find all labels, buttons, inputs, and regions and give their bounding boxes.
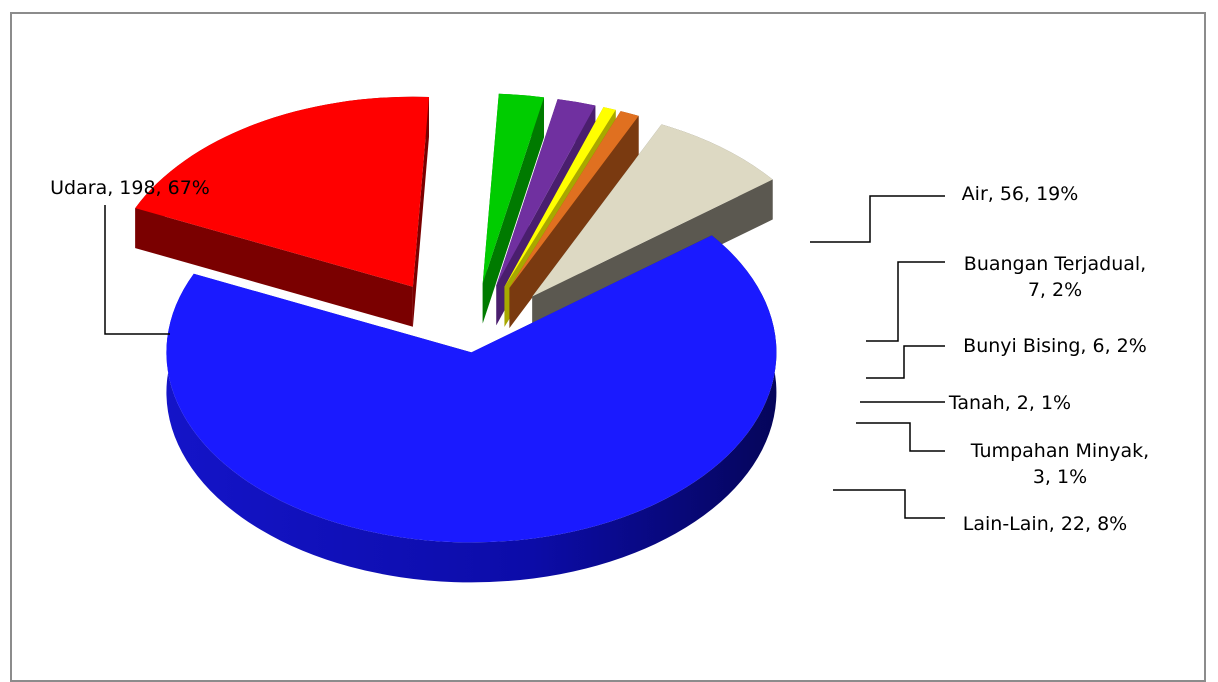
data-label-line: 7, 2% — [1028, 279, 1082, 301]
slice-lain-lain — [532, 124, 773, 297]
slice-tumpahan-minyak — [509, 111, 639, 289]
data-label-line: Udara, 198, 67% — [50, 177, 210, 199]
slice-tanah — [504, 107, 616, 287]
data-label-buangan-terjadual: Buangan Terjadual, 7, 2% — [964, 253, 1146, 301]
data-label-tanah: Tanah, 2, 1% — [948, 392, 1071, 414]
data-label-bunyi-bising: Bunyi Bising, 6, 2% — [963, 335, 1147, 357]
data-label-tumpahan-minyak: Tumpahan Minyak, 3, 1% — [970, 440, 1149, 488]
slice-side-buangan-terjadual-wall-1 — [482, 97, 545, 324]
data-label-line: 3, 1% — [1033, 466, 1087, 488]
slice-side-air-wall-0 — [135, 208, 413, 327]
data-label-line: Bunyi Bising, 6, 2% — [963, 335, 1147, 357]
leader-line-2 — [866, 261, 945, 342]
slice-side-tumpahan-minyak-wall-1 — [509, 115, 639, 329]
leader-line-6 — [833, 489, 945, 519]
data-label-line: Tanah, 2, 1% — [948, 392, 1071, 414]
leader-line-0 — [104, 205, 170, 335]
data-label-line: Lain-Lain, 22, 8% — [963, 513, 1127, 535]
data-label-line: Air, 56, 19% — [962, 183, 1079, 205]
leader-line-1 — [810, 195, 945, 243]
slice-buangan-terjadual — [482, 93, 545, 284]
slice-air — [135, 96, 429, 287]
slice-side-air-wall-1 — [412, 96, 429, 327]
data-label-air: Air, 56, 19% — [962, 183, 1079, 205]
leader-line-3 — [866, 345, 945, 379]
slice-bunyi-bising — [496, 99, 596, 286]
data-label-line: Tumpahan Minyak, — [970, 440, 1149, 462]
slice-udara — [166, 235, 777, 543]
data-label-udara: Udara, 198, 67% — [50, 177, 210, 199]
leader-line-5 — [856, 422, 945, 452]
data-label-lain-lain: Lain-Lain, 22, 8% — [963, 513, 1127, 535]
data-label-line: Buangan Terjadual, — [964, 253, 1146, 275]
